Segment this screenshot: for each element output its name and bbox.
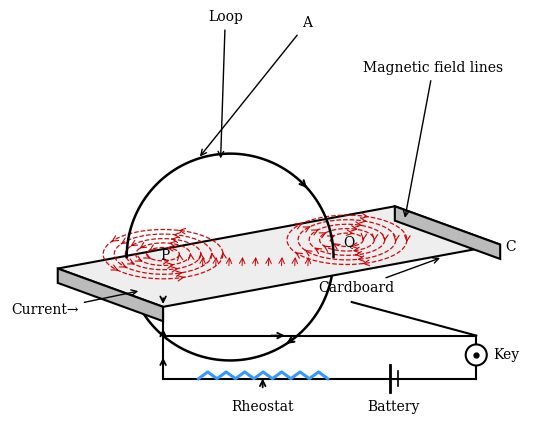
Polygon shape xyxy=(395,206,500,259)
Text: C: C xyxy=(505,241,516,254)
Text: Q: Q xyxy=(343,235,354,249)
Polygon shape xyxy=(58,269,163,321)
Text: Battery: Battery xyxy=(368,400,420,414)
Text: Cardboard: Cardboard xyxy=(318,258,439,296)
Text: Loop: Loop xyxy=(208,10,243,157)
Text: Rheostat: Rheostat xyxy=(231,400,294,414)
Circle shape xyxy=(466,344,487,366)
Text: Key: Key xyxy=(494,348,520,362)
Text: A: A xyxy=(201,16,312,155)
Text: Magnetic field lines: Magnetic field lines xyxy=(363,61,503,216)
Polygon shape xyxy=(58,206,500,307)
Text: P: P xyxy=(161,249,170,263)
Text: Current→: Current→ xyxy=(11,290,137,317)
